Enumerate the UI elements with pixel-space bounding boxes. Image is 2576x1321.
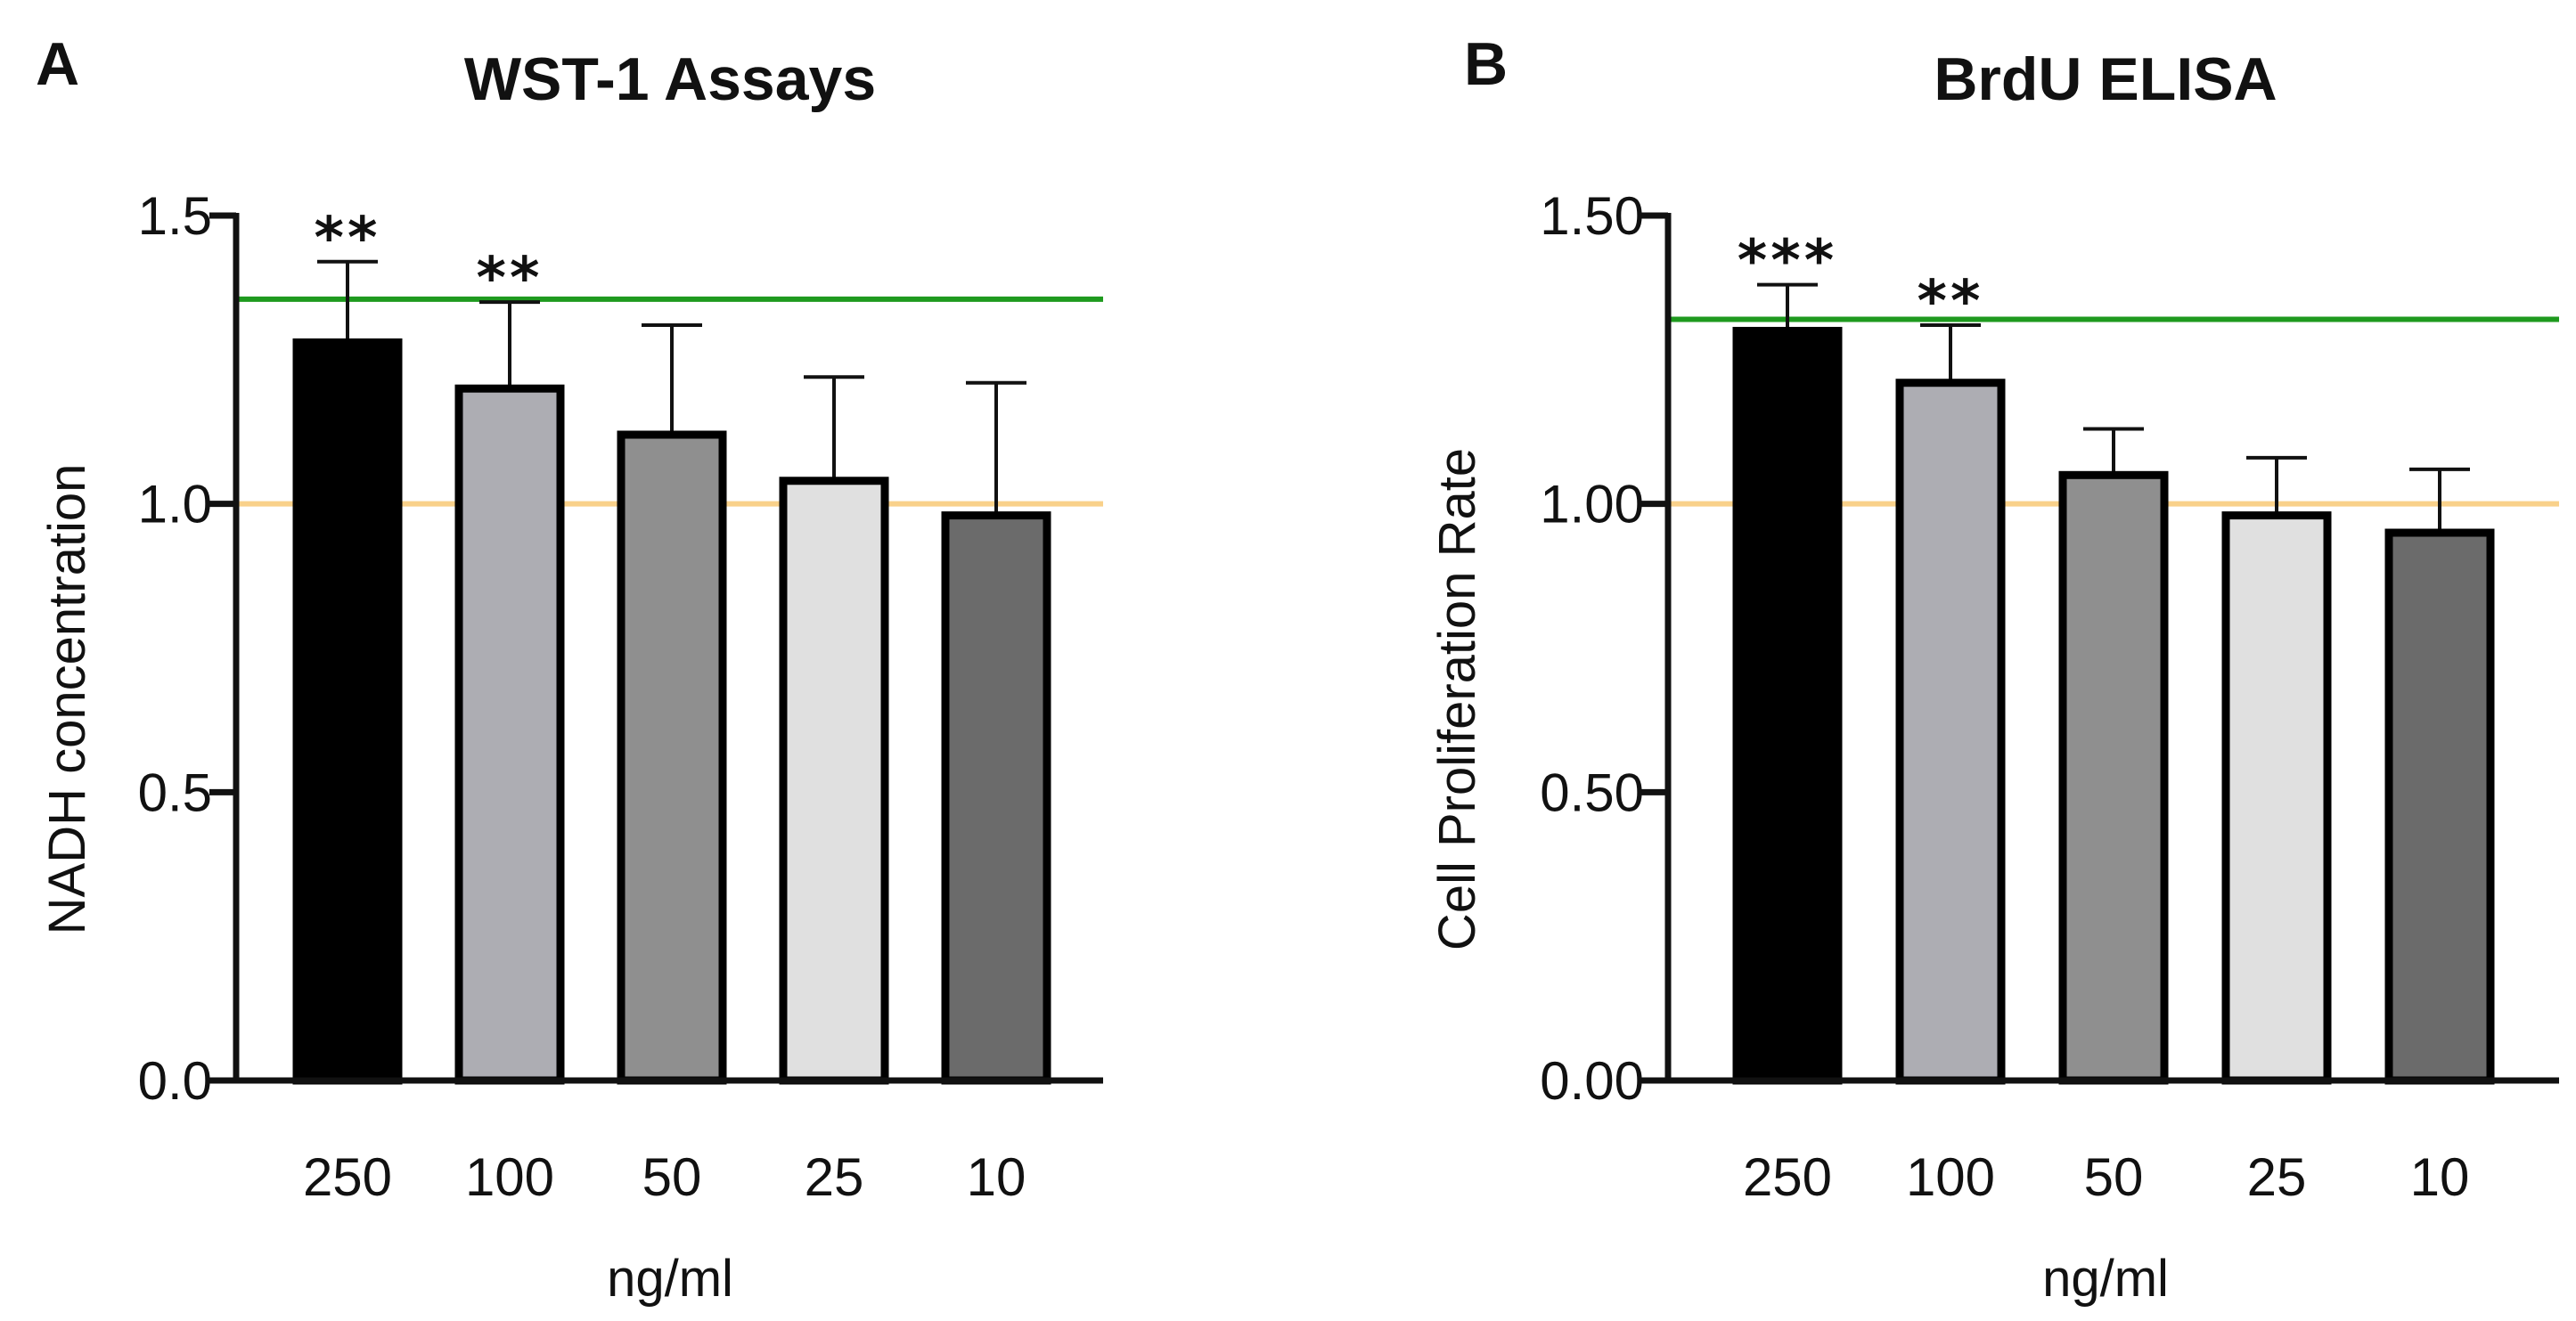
y-tick-label: 1.5	[138, 186, 212, 246]
x-tick-label: 100	[465, 1147, 554, 1207]
significance-label: **	[1918, 269, 1984, 335]
x-axis-label-b: ng/ml	[2042, 1250, 2169, 1308]
x-axis-label-a: ng/ml	[607, 1250, 733, 1308]
x-tick-label: 50	[642, 1147, 702, 1207]
y-tick-label: 1.00	[1540, 475, 1644, 534]
y-tick-label: 1.50	[1540, 186, 1644, 246]
x-tick-label: 250	[1743, 1147, 1832, 1207]
bar-250	[1732, 326, 1843, 1085]
x-tick-label: 25	[2247, 1147, 2307, 1207]
y-tick-label: 1.0	[138, 475, 212, 534]
x-tick-label: 10	[2410, 1147, 2470, 1207]
bar-250	[292, 338, 403, 1085]
y-axis-label-a: NADH concentration	[38, 464, 96, 935]
bar-50	[617, 430, 727, 1085]
significance-label: **	[477, 246, 544, 312]
y-tick-label: 0.0	[138, 1051, 212, 1111]
bar-25	[2221, 511, 2332, 1085]
y-axis-label-b: Cell Proliferation Rate	[1428, 448, 1486, 950]
chart-title-b: BrdU ELISA	[1934, 45, 2277, 113]
bar-10	[2384, 528, 2495, 1085]
bar-50	[2058, 470, 2169, 1085]
significance-label: **	[315, 206, 381, 272]
chart-panel-a: A WST-1 Assays ng/ml NADH concentration …	[36, 30, 1103, 1308]
bar-10	[941, 511, 1051, 1085]
chart-panel-b: B BrdU ELISA ng/ml Cell Proliferation Ra…	[1428, 30, 2559, 1308]
x-tick-label: 100	[1906, 1147, 1995, 1207]
panel-label-b: B	[1464, 30, 1508, 98]
y-tick-label: 0.5	[138, 762, 212, 822]
significance-label: ***	[1738, 229, 1837, 295]
y-tick-label: 0.00	[1540, 1051, 1644, 1111]
y-tick-label: 0.50	[1540, 762, 1644, 822]
bar-100	[454, 384, 565, 1085]
x-tick-label: 10	[967, 1147, 1026, 1207]
panel-label-a: A	[36, 30, 79, 98]
x-tick-label: 250	[303, 1147, 392, 1207]
x-tick-label: 50	[2084, 1147, 2144, 1207]
chart-title-a: WST-1 Assays	[464, 45, 876, 113]
x-tick-label: 25	[805, 1147, 864, 1207]
bar-25	[779, 477, 889, 1085]
bar-100	[1895, 379, 2006, 1085]
